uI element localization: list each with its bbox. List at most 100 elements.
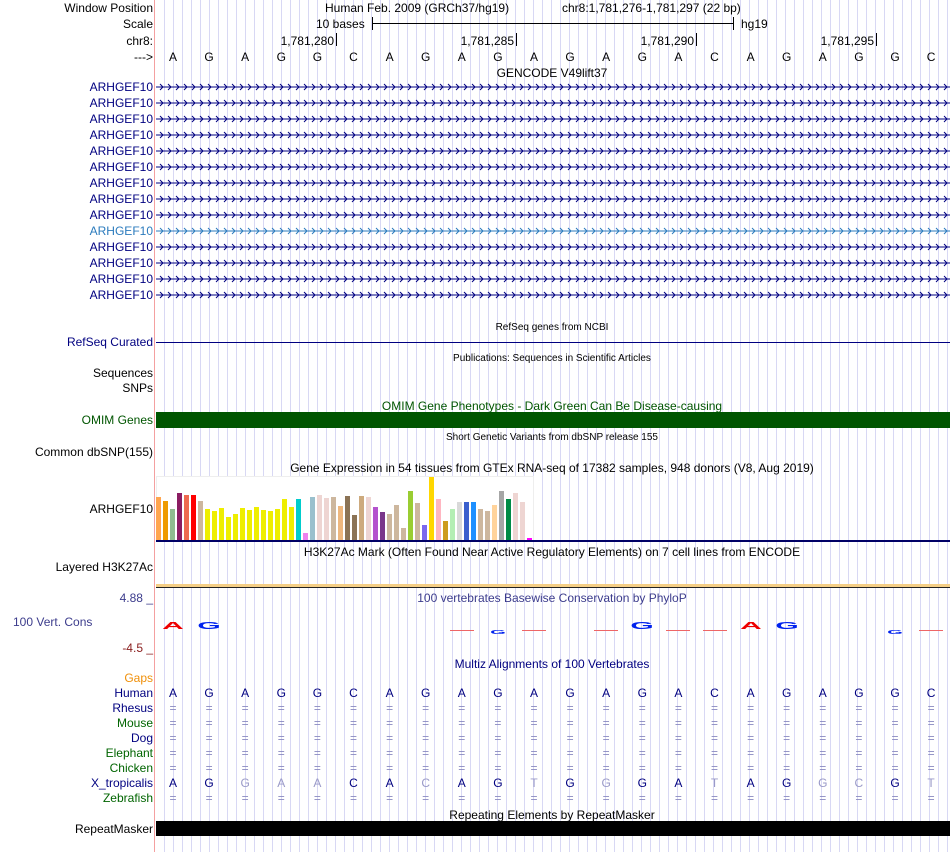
gtex-tissue-bar[interactable] — [513, 492, 518, 540]
gtex-tissue-bar[interactable] — [268, 510, 273, 540]
species-label[interactable]: Mouse — [116, 716, 153, 730]
gene-label[interactable]: ARHGEF10 — [89, 192, 153, 206]
gtex-tissue-bar[interactable] — [422, 524, 427, 540]
gtex-tissue-bar[interactable] — [436, 498, 441, 540]
gene-label[interactable]: ARHGEF10 — [89, 128, 153, 142]
refseq-gene-line[interactable] — [156, 342, 950, 343]
omim-gene-bar[interactable] — [156, 412, 950, 428]
gtex-tissue-bar[interactable] — [387, 513, 392, 540]
gene-label[interactable]: ARHGEF10 — [89, 240, 153, 254]
species-label[interactable]: Chicken — [109, 761, 153, 775]
gtex-tissue-bar[interactable] — [331, 496, 336, 540]
gtex-tissue-bar[interactable] — [184, 494, 189, 540]
gene-track-arrows[interactable] — [156, 114, 950, 124]
omim-genes-label[interactable]: OMIM Genes — [81, 413, 153, 427]
gene-label[interactable]: ARHGEF10 — [89, 272, 153, 286]
gene-label[interactable]: ARHGEF10 — [89, 96, 153, 110]
gene-label[interactable]: ARHGEF10 — [89, 208, 153, 222]
gene-label[interactable]: ARHGEF10 — [89, 160, 153, 174]
gene-track-arrows[interactable] — [156, 130, 950, 140]
gtex-tissue-bar[interactable] — [408, 490, 413, 540]
gtex-tissue-bar[interactable] — [275, 508, 280, 540]
gtex-tissue-bar[interactable] — [366, 496, 371, 540]
gtex-tissue-bar[interactable] — [492, 504, 497, 540]
gtex-tissue-bar[interactable] — [443, 520, 448, 540]
gtex-tissue-bar[interactable] — [247, 509, 252, 540]
species-label[interactable]: Elephant — [105, 746, 153, 760]
gtex-tissue-bar[interactable] — [499, 490, 504, 540]
species-label[interactable]: Dog — [130, 731, 153, 745]
gene-track-arrows[interactable] — [156, 258, 950, 268]
gene-label[interactable]: ARHGEF10 — [89, 256, 153, 270]
gtex-tissue-bar[interactable] — [457, 501, 462, 540]
species-label[interactable]: Human — [114, 686, 153, 700]
dbsnp-label[interactable]: Common dbSNP(155) — [34, 445, 153, 459]
gtex-tissue-bar[interactable] — [415, 502, 420, 540]
gtex-tissue-bar[interactable] — [177, 492, 182, 540]
snps-label[interactable]: SNPs — [122, 381, 153, 395]
gene-track-arrows[interactable] — [156, 146, 950, 156]
gene-track-arrows[interactable] — [156, 162, 950, 172]
gene-label[interactable]: ARHGEF10 — [89, 144, 153, 158]
gtex-tissue-bar[interactable] — [471, 501, 476, 540]
gtex-tissue-bar[interactable] — [303, 532, 308, 540]
gene-track-arrows[interactable] — [156, 82, 950, 92]
gtex-tissue-bar[interactable] — [233, 513, 238, 540]
gene-track-arrows[interactable] — [156, 274, 950, 284]
gene-label[interactable]: ARHGEF10 — [89, 288, 153, 302]
species-label[interactable]: Zebrafish — [102, 791, 153, 805]
gtex-tissue-bar[interactable] — [450, 508, 455, 540]
gtex-tissue-bar[interactable] — [226, 516, 231, 540]
gtex-tissue-bar[interactable] — [212, 510, 217, 540]
gtex-tissue-bar[interactable] — [289, 506, 294, 540]
gtex-tissue-bar[interactable] — [359, 495, 364, 540]
h3k27ac-label[interactable]: Layered H3K27Ac — [55, 560, 153, 574]
gene-track-arrows[interactable] — [156, 290, 950, 300]
species-label[interactable]: Rhesus — [112, 701, 153, 715]
gene-label[interactable]: ARHGEF10 — [89, 224, 153, 238]
gtex-tissue-bar[interactable] — [464, 501, 469, 540]
gtex-tissue-bar[interactable] — [506, 498, 511, 540]
gtex-tissue-bar[interactable] — [198, 500, 203, 540]
gtex-tissue-bar[interactable] — [219, 507, 224, 540]
gtex-tissue-bar[interactable] — [485, 510, 490, 540]
gene-track-arrows[interactable] — [156, 98, 950, 108]
gene-track-arrows[interactable] — [156, 178, 950, 188]
gtex-tissue-bar[interactable] — [520, 501, 525, 540]
gtex-tissue-bar[interactable] — [478, 508, 483, 540]
gtex-tissue-bar[interactable] — [380, 511, 385, 540]
gene-track-arrows[interactable] — [156, 210, 950, 220]
sequences-label[interactable]: Sequences — [92, 366, 153, 380]
refseq-curated-label[interactable]: RefSeq Curated — [66, 335, 153, 349]
cons-label[interactable]: 100 Vert. Cons — [13, 615, 93, 629]
gene-label[interactable]: ARHGEF10 — [89, 112, 153, 126]
gtex-tissue-bar[interactable] — [345, 495, 350, 540]
gtex-tissue-bar[interactable] — [296, 498, 301, 540]
gtex-tissue-bar[interactable] — [317, 494, 322, 540]
gtex-tissue-bar[interactable] — [352, 514, 357, 540]
gene-label[interactable]: ARHGEF10 — [89, 80, 153, 94]
gtex-tissue-bar[interactable] — [261, 509, 266, 540]
gtex-tissue-bar[interactable] — [156, 496, 161, 540]
gtex-tissue-bar[interactable] — [394, 504, 399, 540]
gtex-tissue-bar[interactable] — [191, 494, 196, 540]
gtex-tissue-bar[interactable] — [170, 508, 175, 540]
gtex-tissue-bar[interactable] — [282, 498, 287, 540]
gtex-tissue-bar[interactable] — [338, 505, 343, 540]
species-label[interactable]: X_tropicalis — [90, 776, 153, 790]
gtex-tissue-bar[interactable] — [163, 500, 168, 540]
gene-track-arrows[interactable] — [156, 226, 950, 236]
repeatmasker-label[interactable]: RepeatMasker — [74, 822, 153, 836]
gtex-tissue-bar[interactable] — [254, 506, 259, 540]
repeatmasker-bar[interactable] — [156, 821, 950, 836]
gtex-tissue-bar[interactable] — [324, 497, 329, 540]
gtex-tissue-bar[interactable] — [527, 537, 532, 540]
gtex-tissue-bar[interactable] — [240, 507, 245, 540]
gtex-tissue-bar[interactable] — [429, 477, 434, 540]
gtex-gene-label[interactable]: ARHGEF10 — [89, 502, 153, 516]
gtex-tissue-bar[interactable] — [205, 508, 210, 540]
gene-track-arrows[interactable] — [156, 194, 950, 204]
gene-label[interactable]: ARHGEF10 — [89, 176, 153, 190]
gtex-tissue-bar[interactable] — [401, 527, 406, 540]
gene-track-arrows[interactable] — [156, 242, 950, 252]
